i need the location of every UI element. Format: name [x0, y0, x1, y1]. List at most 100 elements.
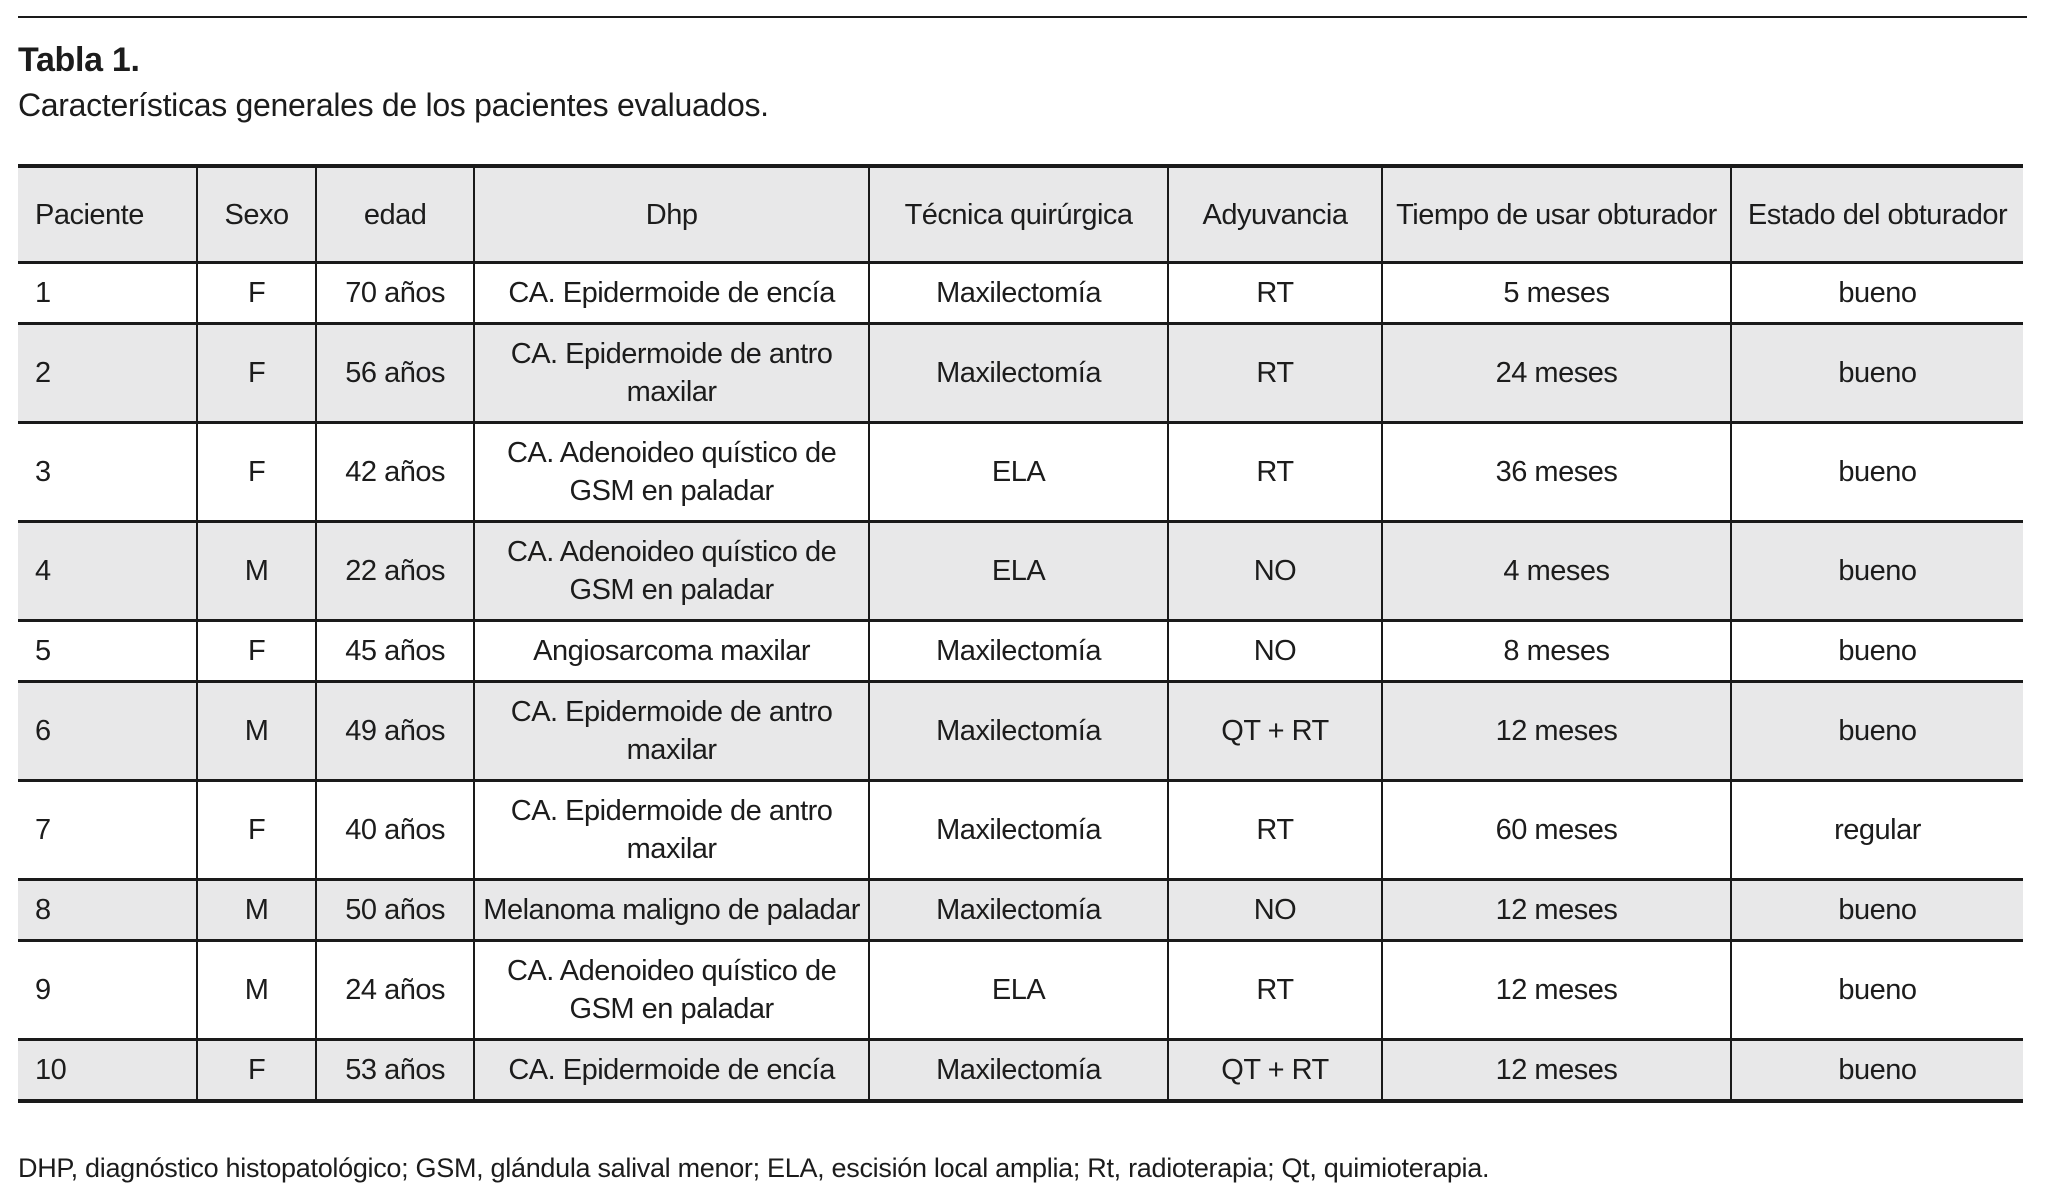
- table-cell: 40 años: [315, 779, 475, 880]
- table-cell: NO: [1167, 619, 1382, 682]
- table-cell: Maxilectomía: [868, 878, 1169, 941]
- table-row: 2 F 56 años CA. Epidermoide de antro maxila…: [18, 322, 2023, 423]
- table-cell: 4 meses: [1380, 520, 1732, 621]
- page: Tabla 1. Características generales de lo…: [18, 0, 2027, 1185]
- table-cell: Maxilectomía: [868, 680, 1169, 781]
- table-cell: 56 años: [315, 322, 475, 423]
- table-cell: 4: [18, 520, 198, 621]
- top-rule: [18, 16, 2027, 18]
- table-cell: RT: [1167, 779, 1382, 880]
- table-cell: M: [196, 680, 317, 781]
- table-cell: 6: [18, 680, 198, 781]
- table-cell: RT: [1167, 261, 1382, 324]
- table-cell: 12 meses: [1380, 939, 1732, 1040]
- table-cell: QT + RT: [1167, 1038, 1382, 1101]
- column-header-7: Tiempo de usar obturador: [1380, 164, 1732, 263]
- table-cell: 8 meses: [1380, 619, 1732, 682]
- table-cell: bueno: [1730, 680, 2023, 781]
- table-cell: CA. Adenoideo quístico de GSM en paladar: [473, 939, 870, 1040]
- table-cell: F: [196, 619, 317, 682]
- table-row: 6 M 49 años CA. Epidermoide de antro maxila…: [18, 680, 2023, 781]
- table-cell: bueno: [1730, 421, 2023, 522]
- table-cell: ELA: [868, 421, 1169, 522]
- table-cell: bueno: [1730, 322, 2023, 423]
- table-row: 1 F 70 años CA. Epidermoide de encía Maxilec…: [18, 261, 2023, 324]
- table-cell: CA. Adenoideo quístico de GSM en paladar: [473, 520, 870, 621]
- table-cell: RT: [1167, 421, 1382, 522]
- table-cell: 12 meses: [1380, 680, 1732, 781]
- table-cell: 24 años: [315, 939, 475, 1040]
- table-cell: Angiosarcoma maxilar: [473, 619, 870, 682]
- table-caption: Características generales de los pacient…: [18, 87, 769, 123]
- table-row: 9 M 24 años CA. Adenoideo quístico de GSM e…: [18, 939, 2023, 1040]
- table-row: 5 F 45 años Angiosarcoma maxilar Maxilectomí…: [18, 619, 2023, 682]
- table-cell: bueno: [1730, 878, 2023, 941]
- table-body: 1 F 70 años CA. Epidermoide de encía Maxilec…: [18, 261, 2023, 1101]
- table-cell: 24 meses: [1380, 322, 1732, 423]
- table-cell: 12 meses: [1380, 878, 1732, 941]
- column-header-8: Estado del obturador: [1730, 164, 2023, 263]
- table-cell: NO: [1167, 878, 1382, 941]
- table-cell: 5 meses: [1380, 261, 1732, 324]
- table-cell: CA. Epidermoide de encía: [473, 1038, 870, 1101]
- table-cell: 3: [18, 421, 198, 522]
- column-header-2: Sexo: [196, 164, 317, 263]
- table-cell: 53 años: [315, 1038, 475, 1101]
- table-row: 7 F 40 años CA. Epidermoide de antro maxila…: [18, 779, 2023, 880]
- table-cell: 50 años: [315, 878, 475, 941]
- table-cell: RT: [1167, 322, 1382, 423]
- table-cell: 5: [18, 619, 198, 682]
- column-header-1: Paciente: [18, 164, 198, 263]
- column-header-6: Adyuvancia: [1167, 164, 1382, 263]
- column-header-4: Dhp: [473, 164, 870, 263]
- table-cell: RT: [1167, 939, 1382, 1040]
- header-row: Paciente Sexo edad Dhp Técnica quirúrgica Ady…: [18, 164, 2023, 263]
- table-cell: Maxilectomía: [868, 779, 1169, 880]
- table-cell: Maxilectomía: [868, 619, 1169, 682]
- table-cell: CA. Adenoideo quístico de GSM en paladar: [473, 421, 870, 522]
- table-cell: bueno: [1730, 939, 2023, 1040]
- table-cell: 36 meses: [1380, 421, 1732, 522]
- table-cell: bueno: [1730, 619, 2023, 682]
- table-cell: 9: [18, 939, 198, 1040]
- column-header-3: edad: [315, 164, 475, 263]
- table-cell: F: [196, 322, 317, 423]
- table-cell: M: [196, 520, 317, 621]
- table-cell: Melanoma maligno de paladar: [473, 878, 870, 941]
- table-cell: F: [196, 1038, 317, 1101]
- table-row: 3 F 42 años CA. Adenoideo quístico de GSM e…: [18, 421, 2023, 522]
- table-cell: F: [196, 261, 317, 324]
- table-cell: ELA: [868, 939, 1169, 1040]
- table-cell: M: [196, 878, 317, 941]
- table-title: Tabla 1.: [18, 41, 140, 79]
- table-cell: CA. Epidermoide de antro maxilar: [473, 779, 870, 880]
- table-cell: 22 años: [315, 520, 475, 621]
- table-cell: F: [196, 421, 317, 522]
- table-cell: 60 meses: [1380, 779, 1732, 880]
- table-cell: 45 años: [315, 619, 475, 682]
- table-row: 10 F 53 años CA. Epidermoide de encía Maxile…: [18, 1038, 2023, 1101]
- table-cell: bueno: [1730, 1038, 2023, 1101]
- table-row: 8 M 50 años Melanoma maligno de paladar Maxi…: [18, 878, 2023, 941]
- table-cell: CA. Epidermoide de antro maxilar: [473, 322, 870, 423]
- table-cell: 7: [18, 779, 198, 880]
- table-cell: ELA: [868, 520, 1169, 621]
- patients-table: Paciente Sexo edad Dhp Técnica quirúrgica Ady…: [18, 164, 2023, 1103]
- table-cell: M: [196, 939, 317, 1040]
- table-cell: 10: [18, 1038, 198, 1101]
- table-cell: 70 años: [315, 261, 475, 324]
- table-row: 4 M 22 años CA. Adenoideo quístico de GSM e…: [18, 520, 2023, 621]
- table-cell: regular: [1730, 779, 2023, 880]
- table-cell: 42 años: [315, 421, 475, 522]
- table-cell: F: [196, 779, 317, 880]
- table-cell: 49 años: [315, 680, 475, 781]
- table-cell: CA. Epidermoide de encía: [473, 261, 870, 324]
- table-footnote: DHP, diagnóstico histopatológico; GSM, g…: [18, 1153, 1490, 1183]
- column-header-5: Técnica quirúrgica: [868, 164, 1169, 263]
- table-cell: bueno: [1730, 261, 2023, 324]
- table-cell: 12 meses: [1380, 1038, 1732, 1101]
- table-cell: Maxilectomía: [868, 1038, 1169, 1101]
- table-cell: Maxilectomía: [868, 261, 1169, 324]
- table-cell: NO: [1167, 520, 1382, 621]
- table-cell: 8: [18, 878, 198, 941]
